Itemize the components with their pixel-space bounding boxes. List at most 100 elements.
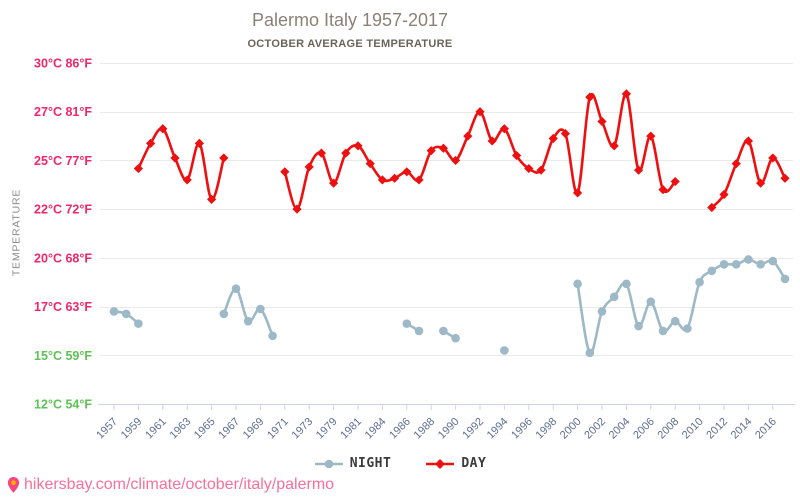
data-point-day[interactable]	[316, 148, 326, 158]
data-point-day[interactable]	[219, 153, 229, 163]
data-point-day[interactable]	[402, 167, 412, 177]
data-point-day[interactable]	[426, 146, 436, 156]
data-point-night[interactable]	[646, 297, 656, 307]
data-point-night[interactable]	[609, 292, 619, 302]
data-point-day[interactable]	[475, 107, 485, 117]
y-axis-label: 30°C 86°F	[34, 57, 92, 71]
data-point-night[interactable]	[585, 348, 595, 358]
x-axis-label: 1959	[119, 416, 145, 442]
data-point-night[interactable]	[256, 304, 265, 314]
x-axis-label: 1992	[460, 416, 486, 442]
data-point-day[interactable]	[353, 141, 363, 151]
y-axis-label: 27°C 81°F	[34, 105, 92, 119]
data-point-day[interactable]	[377, 175, 387, 185]
data-point-day[interactable]	[731, 159, 741, 169]
y-axis-label: 12°C 54°F	[34, 398, 92, 412]
data-point-day[interactable]	[609, 141, 619, 151]
data-point-day[interactable]	[597, 116, 607, 127]
data-point-day[interactable]	[621, 89, 631, 99]
data-point-day[interactable]	[646, 131, 656, 141]
data-point-day[interactable]	[451, 155, 461, 166]
data-point-day[interactable]	[146, 138, 156, 148]
x-axis-label: 2004	[607, 416, 633, 442]
y-axis-label: 20°C 68°F	[34, 251, 92, 265]
data-point-day[interactable]	[329, 178, 339, 188]
data-point-night[interactable]	[243, 316, 253, 326]
data-point-night[interactable]	[780, 274, 790, 284]
data-point-night[interactable]	[573, 279, 582, 289]
data-point-day[interactable]	[719, 189, 729, 200]
chart-header: Palermo Italy 1957-2017 OCTOBER AVERAGE …	[0, 0, 700, 50]
x-axis-label: 1986	[387, 416, 413, 442]
data-point-night[interactable]	[439, 326, 448, 336]
data-point-day[interactable]	[292, 204, 302, 214]
data-point-night[interactable]	[134, 319, 143, 328]
data-point-day[interactable]	[707, 202, 717, 213]
data-point-night[interactable]	[683, 324, 692, 333]
x-axis-label: 1981	[338, 416, 364, 442]
data-point-day[interactable]	[743, 136, 753, 146]
data-point-night[interactable]	[597, 307, 607, 316]
data-point-day[interactable]	[304, 162, 314, 172]
data-point-night[interactable]	[121, 309, 131, 319]
data-point-day[interactable]	[463, 131, 473, 141]
data-point-night[interactable]	[268, 331, 277, 341]
data-point-day[interactable]	[756, 178, 766, 188]
data-point-day[interactable]	[207, 194, 217, 204]
data-point-night[interactable]	[414, 326, 424, 336]
legend-item-night[interactable]: NIGHT	[314, 456, 392, 471]
data-point-day[interactable]	[499, 124, 509, 134]
data-point-day[interactable]	[182, 175, 192, 185]
data-point-night[interactable]	[670, 316, 680, 326]
data-point-night[interactable]	[500, 346, 509, 355]
x-axis-label: 1984	[363, 416, 389, 442]
y-axis-label: 25°C 77°F	[34, 154, 92, 168]
data-point-night[interactable]	[658, 326, 668, 336]
data-point-day[interactable]	[487, 136, 497, 146]
footer: hikersbay.com/climate/october/italy/pale…	[6, 476, 334, 494]
data-point-day[interactable]	[524, 163, 534, 174]
data-point-night[interactable]	[695, 277, 704, 287]
data-point-day[interactable]	[280, 167, 290, 177]
data-point-day[interactable]	[585, 92, 595, 102]
data-point-night[interactable]	[731, 260, 741, 269]
legend-item-day[interactable]: DAY	[425, 456, 486, 471]
data-point-day[interactable]	[560, 129, 570, 139]
x-axis-label: 1990	[436, 416, 462, 442]
data-point-day[interactable]	[512, 150, 522, 161]
data-point-day[interactable]	[341, 148, 351, 158]
data-point-night[interactable]	[109, 307, 119, 316]
footer-url[interactable]: hikersbay.com/climate/october/italy/pale…	[24, 476, 335, 493]
chart-subtitle: OCTOBER AVERAGE TEMPERATURE	[247, 38, 453, 50]
data-point-day[interactable]	[133, 163, 143, 174]
data-point-night[interactable]	[768, 256, 778, 266]
x-axis-label: 1963	[168, 416, 194, 442]
data-point-day[interactable]	[573, 188, 583, 198]
data-point-day[interactable]	[414, 175, 424, 185]
data-point-night[interactable]	[219, 309, 229, 319]
data-point-night[interactable]	[634, 321, 643, 331]
data-point-night[interactable]	[231, 284, 241, 294]
data-point-day[interactable]	[390, 173, 400, 183]
data-point-day[interactable]	[170, 153, 180, 163]
data-point-night[interactable]	[756, 260, 765, 269]
data-point-day[interactable]	[536, 165, 546, 175]
data-point-night[interactable]	[744, 255, 753, 264]
data-point-day[interactable]	[780, 173, 790, 183]
data-point-night[interactable]	[622, 279, 631, 289]
data-point-night[interactable]	[719, 260, 729, 269]
data-point-day[interactable]	[158, 124, 168, 134]
data-point-day[interactable]	[658, 185, 668, 195]
data-point-night[interactable]	[402, 319, 412, 328]
x-axis-label: 1971	[265, 416, 291, 442]
data-point-day[interactable]	[670, 176, 680, 187]
data-point-day[interactable]	[634, 165, 644, 175]
data-point-day[interactable]	[768, 153, 778, 163]
data-point-night[interactable]	[451, 333, 460, 343]
data-point-day[interactable]	[365, 159, 375, 169]
day-series-marker-icon	[426, 458, 455, 469]
data-point-day[interactable]	[438, 143, 448, 153]
data-point-night[interactable]	[707, 266, 717, 276]
data-point-day[interactable]	[194, 138, 204, 148]
data-point-day[interactable]	[548, 133, 558, 144]
